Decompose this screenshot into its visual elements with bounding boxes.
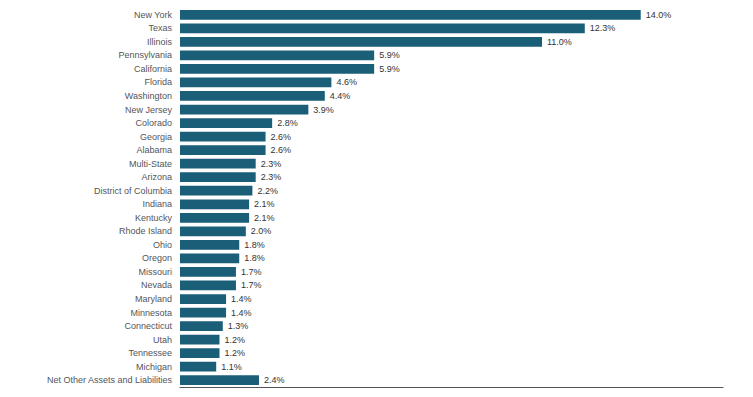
- svg-text:Kentucky: Kentucky: [135, 213, 173, 223]
- svg-text:Alabama: Alabama: [136, 145, 172, 155]
- svg-text:Multi-State: Multi-State: [129, 159, 172, 169]
- svg-text:Georgia: Georgia: [140, 132, 172, 142]
- svg-text:5.9%: 5.9%: [379, 50, 400, 60]
- svg-text:Texas: Texas: [148, 23, 172, 33]
- svg-text:Tennessee: Tennessee: [128, 348, 172, 358]
- svg-text:4.6%: 4.6%: [336, 77, 357, 87]
- svg-text:1.7%: 1.7%: [241, 280, 262, 290]
- svg-text:New Jersey: New Jersey: [125, 105, 173, 115]
- svg-text:Colorado: Colorado: [135, 118, 172, 128]
- svg-text:Minnesota: Minnesota: [130, 308, 172, 318]
- svg-text:2.3%: 2.3%: [261, 159, 282, 169]
- svg-text:1.4%: 1.4%: [231, 294, 252, 304]
- svg-text:1.2%: 1.2%: [224, 335, 245, 345]
- svg-text:1.3%: 1.3%: [228, 321, 249, 331]
- svg-text:1.1%: 1.1%: [221, 362, 242, 372]
- svg-text:Oregon: Oregon: [142, 253, 172, 263]
- svg-text:Rhode Island: Rhode Island: [119, 226, 172, 236]
- svg-text:14.0%: 14.0%: [646, 10, 672, 20]
- svg-text:11.0%: 11.0%: [547, 37, 572, 47]
- svg-text:Ohio: Ohio: [153, 240, 172, 250]
- svg-text:Illinois: Illinois: [147, 37, 173, 47]
- svg-text:New York: New York: [134, 10, 173, 20]
- svg-text:District of Columbia: District of Columbia: [94, 186, 172, 196]
- svg-text:Florida: Florida: [144, 77, 172, 87]
- svg-text:5.9%: 5.9%: [379, 64, 400, 74]
- svg-text:2.6%: 2.6%: [271, 132, 292, 142]
- svg-text:Missouri: Missouri: [138, 267, 172, 277]
- svg-text:1.7%: 1.7%: [241, 267, 262, 277]
- svg-text:Indiana: Indiana: [142, 199, 172, 209]
- svg-text:1.2%: 1.2%: [224, 348, 245, 358]
- svg-text:1.4%: 1.4%: [231, 308, 252, 318]
- svg-text:12.3%: 12.3%: [590, 23, 616, 33]
- svg-text:1.8%: 1.8%: [244, 253, 265, 263]
- svg-text:2.2%: 2.2%: [257, 186, 278, 196]
- svg-text:Nevada: Nevada: [141, 280, 172, 290]
- svg-text:Michigan: Michigan: [136, 362, 172, 372]
- svg-text:2.0%: 2.0%: [251, 226, 272, 236]
- svg-text:2.8%: 2.8%: [277, 118, 298, 128]
- svg-text:1.8%: 1.8%: [244, 240, 265, 250]
- svg-text:California: California: [134, 64, 172, 74]
- svg-text:Washington: Washington: [125, 91, 172, 101]
- svg-text:2.4%: 2.4%: [264, 375, 285, 385]
- svg-text:Maryland: Maryland: [135, 294, 172, 304]
- svg-text:Net Other Assets and Liabiliti: Net Other Assets and Liabilities: [47, 375, 173, 385]
- svg-text:Arizona: Arizona: [141, 172, 172, 182]
- svg-text:2.3%: 2.3%: [261, 172, 282, 182]
- svg-text:Utah: Utah: [153, 335, 172, 345]
- svg-text:2.1%: 2.1%: [254, 199, 275, 209]
- svg-text:4.4%: 4.4%: [330, 91, 351, 101]
- svg-text:2.6%: 2.6%: [271, 145, 292, 155]
- svg-text:Pennsylvania: Pennsylvania: [118, 50, 172, 60]
- svg-text:Connecticut: Connecticut: [124, 321, 172, 331]
- svg-text:3.9%: 3.9%: [313, 105, 334, 115]
- svg-text:2.1%: 2.1%: [254, 213, 275, 223]
